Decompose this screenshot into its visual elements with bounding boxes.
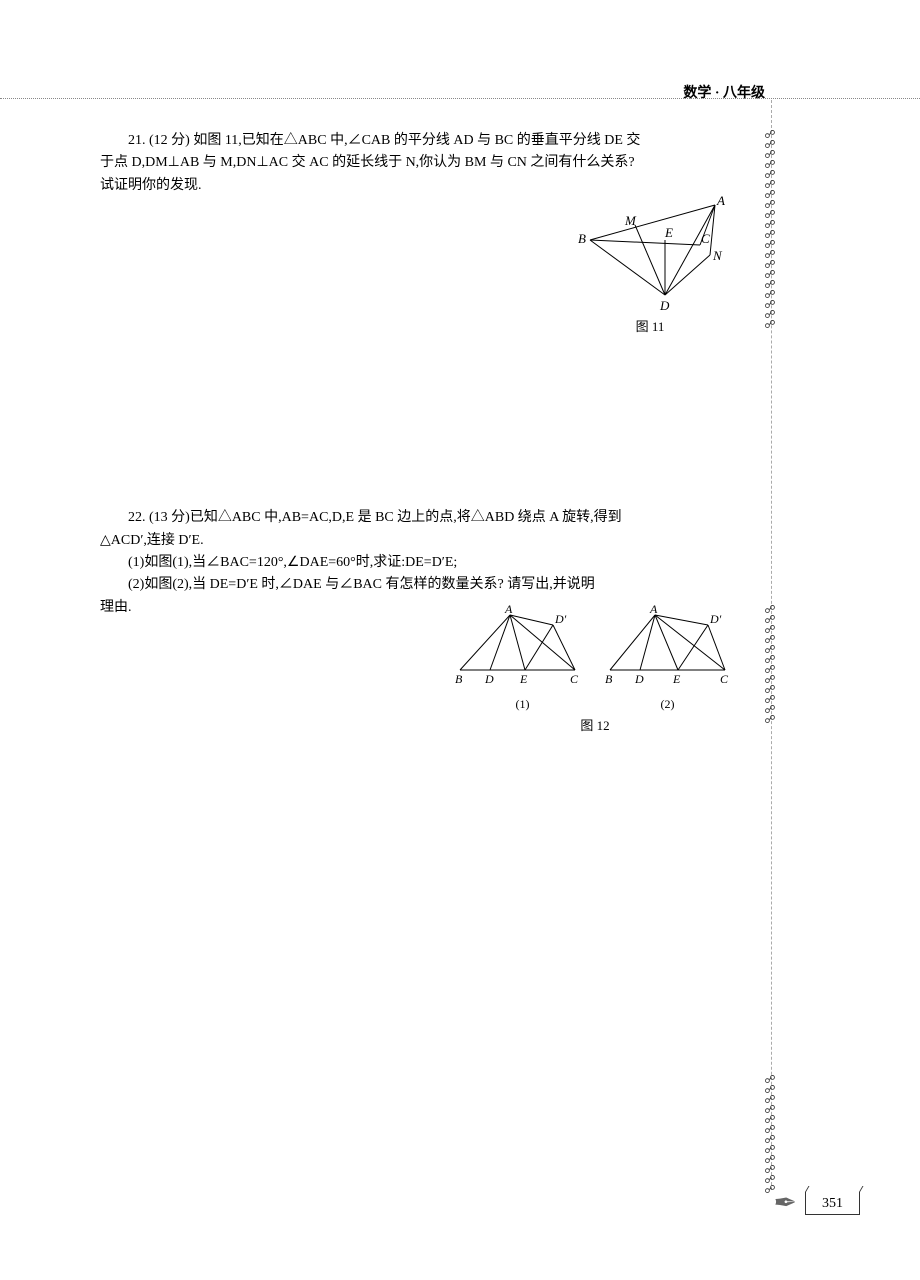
figure-11: A B C D E M N 图 11 bbox=[570, 195, 730, 338]
header-divider bbox=[0, 98, 920, 99]
page-number: 351 bbox=[805, 1192, 860, 1215]
svg-text:B: B bbox=[605, 672, 613, 686]
svg-text:B: B bbox=[455, 672, 463, 686]
figure-11-label: 图 11 bbox=[570, 317, 730, 338]
svg-text:C: C bbox=[720, 672, 729, 686]
problem-21: 21. (12 分) 如图 11,已知在△ABC 中,∠CAB 的平分线 AD … bbox=[100, 130, 740, 197]
svg-text:D: D bbox=[634, 672, 644, 686]
svg-text:E: E bbox=[519, 672, 528, 686]
figure-12-svg: A B C D E D′ A bbox=[450, 605, 740, 695]
spiral-decoration-2: ☍☍☍☍☍☍☍☍☍☍☍☍ bbox=[760, 605, 780, 725]
problem-22: 22. (13 分)已知△ABC 中,AB=AC,D,E 是 BC 边上的点,将… bbox=[100, 507, 740, 619]
problem-21-line2: 于点 D,DM⊥AB 与 M,DN⊥AC 交 AC 的延长线于 N,你认为 BM… bbox=[100, 152, 740, 174]
svg-text:D: D bbox=[659, 298, 670, 313]
feather-icon: ✒ bbox=[774, 1186, 797, 1220]
svg-text:N: N bbox=[712, 248, 723, 263]
svg-text:D′: D′ bbox=[709, 612, 722, 626]
page-number-box: ✒ 351 bbox=[774, 1186, 860, 1220]
problem-22-line4: (2)如图(2),当 DE=D′E 时,∠DAE 与∠BAC 有怎样的数量关系?… bbox=[100, 574, 740, 596]
spiral-decoration-3: ☍☍☍☍☍☍☍☍☍☍☍☍ bbox=[760, 1075, 780, 1195]
content-area: 21. (12 分) 如图 11,已知在△ABC 中,∠CAB 的平分线 AD … bbox=[100, 130, 740, 639]
figure-12-sub1: (1) bbox=[516, 695, 530, 714]
svg-text:B: B bbox=[578, 231, 586, 246]
page-header: 数学 · 八年级 bbox=[683, 82, 765, 102]
problem-21-line3: 试证明你的发现. bbox=[100, 175, 740, 197]
svg-text:D: D bbox=[484, 672, 494, 686]
svg-text:M: M bbox=[624, 213, 637, 228]
svg-text:E: E bbox=[672, 672, 681, 686]
svg-text:D′: D′ bbox=[554, 612, 567, 626]
problem-21-line1: 21. (12 分) 如图 11,已知在△ABC 中,∠CAB 的平分线 AD … bbox=[100, 130, 740, 152]
svg-text:A: A bbox=[716, 195, 725, 208]
svg-text:C: C bbox=[701, 231, 710, 246]
svg-text:A: A bbox=[649, 605, 658, 616]
svg-text:A: A bbox=[504, 605, 513, 616]
figure-12: A B C D E D′ A bbox=[450, 605, 740, 737]
spiral-decoration-1: ☍☍☍☍☍☍☍☍☍☍☍☍☍☍☍☍☍☍☍☍ bbox=[760, 130, 780, 330]
svg-text:E: E bbox=[664, 225, 673, 240]
svg-text:C: C bbox=[570, 672, 579, 686]
figure-12-label: 图 12 bbox=[450, 716, 740, 737]
problem-22-line2: △ACD′,连接 D′E. bbox=[100, 530, 740, 552]
problem-22-line1: 22. (13 分)已知△ABC 中,AB=AC,D,E 是 BC 边上的点,将… bbox=[100, 507, 740, 529]
figure-11-svg: A B C D E M N bbox=[570, 195, 730, 315]
figure-12-sub2: (2) bbox=[661, 695, 675, 714]
problem-22-line3: (1)如图(1),当∠BAC=120°,∠DAE=60°时,求证:DE=D′E; bbox=[100, 552, 740, 574]
figure-12-sublabels: (1) (2) bbox=[450, 695, 740, 714]
